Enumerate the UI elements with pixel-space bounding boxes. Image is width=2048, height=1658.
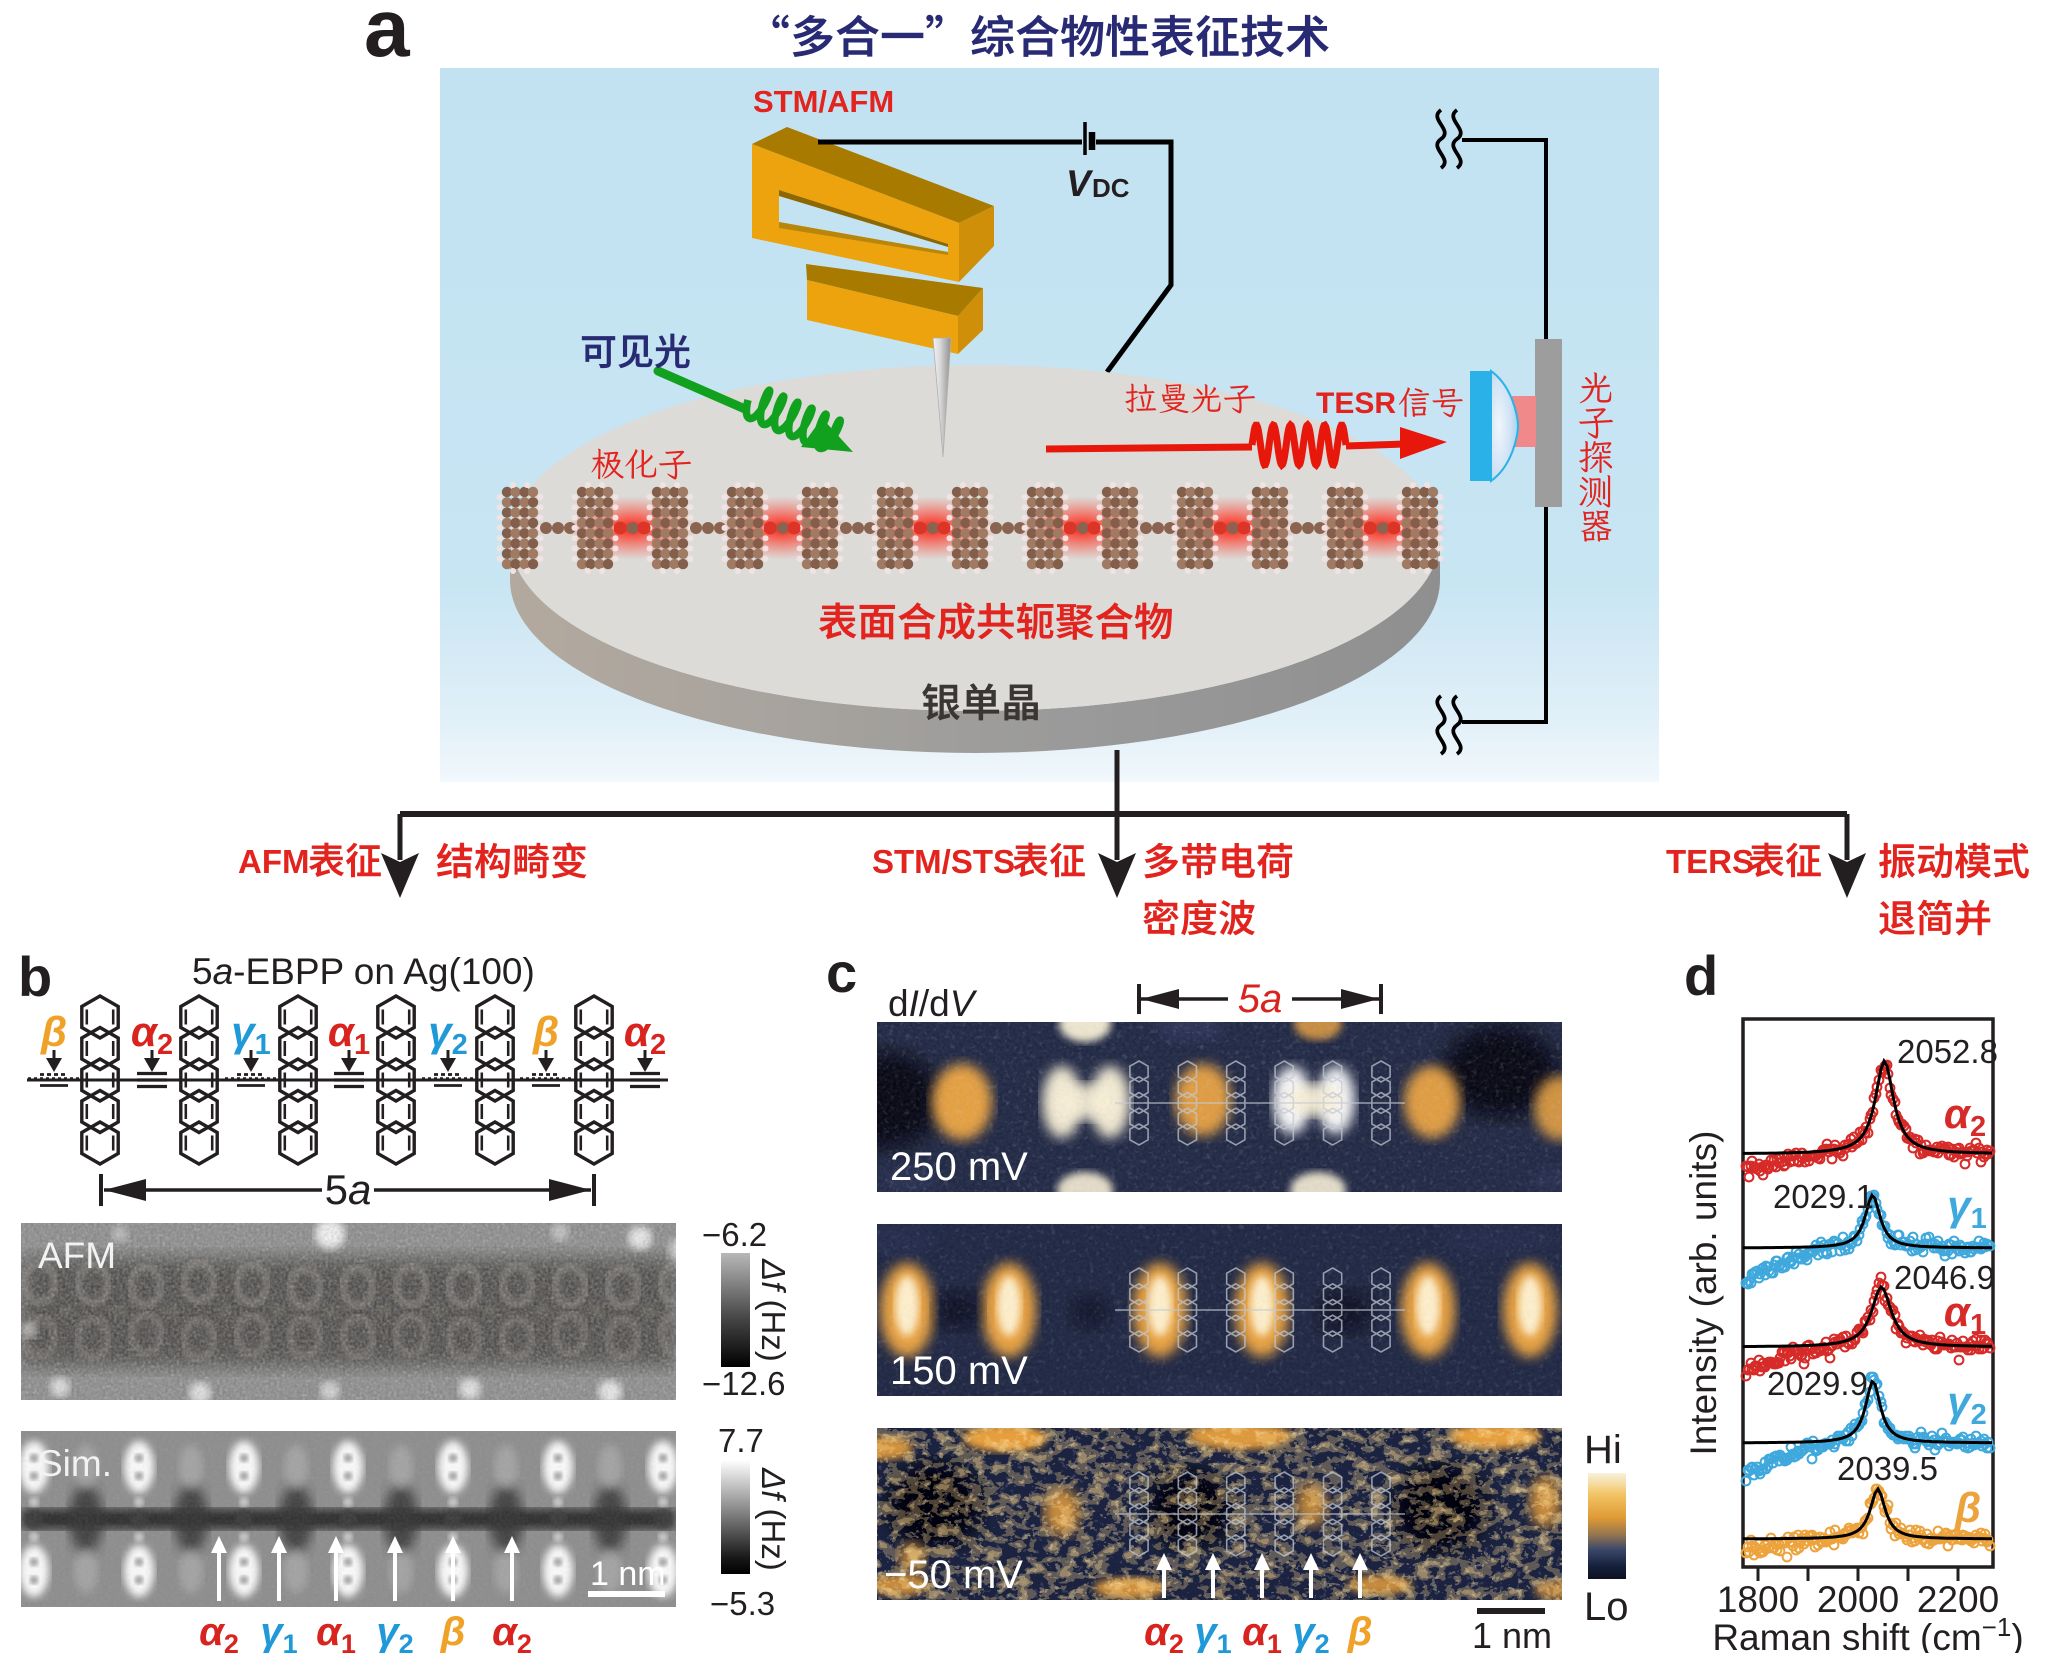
svg-text:β: β [1347,1610,1373,1653]
svg-text:b: b [18,945,52,1008]
svg-text:γ1: γ1 [260,1610,297,1653]
svg-text:Raman shift (cm−1): Raman shift (cm−1) [1712,1612,2023,1653]
svg-text:STM/STS: STM/STS [872,843,1015,880]
svg-text:γ2: γ2 [1292,1610,1329,1653]
svg-text:2000: 2000 [1817,1579,1899,1620]
svg-text:−5.3: −5.3 [710,1585,775,1622]
svg-text:α2: α2 [199,1610,239,1653]
svg-text:5a-EBPP on Ag(100): 5a-EBPP on Ag(100) [192,951,535,992]
svg-text:TERS: TERS [1666,843,1754,880]
svg-text:c: c [826,941,857,1004]
svg-text:γ2: γ2 [1947,1378,1987,1431]
svg-text:α1: α1 [1242,1610,1282,1653]
svg-text:−6.2: −6.2 [702,1216,767,1253]
svg-text:1 nm: 1 nm [590,1555,666,1593]
svg-text:2029.1: 2029.1 [1773,1178,1874,1215]
svg-text:5a: 5a [325,1166,372,1213]
svg-text:1 nm: 1 nm [1472,1615,1552,1653]
svg-text:γ1: γ1 [1194,1610,1231,1653]
svg-text:γ1: γ1 [1947,1182,1987,1235]
svg-text:DC: DC [1092,173,1130,203]
svg-text:1800: 1800 [1717,1579,1799,1620]
svg-text:α1: α1 [316,1610,356,1653]
svg-text:STM/AFM: STM/AFM [753,84,894,119]
svg-text:α2: α2 [1944,1090,1986,1143]
svg-text:2046.9: 2046.9 [1894,1259,1995,1296]
svg-text:β: β [40,1008,67,1055]
svg-text:β: β [532,1008,559,1055]
svg-text:AFM: AFM [238,843,309,880]
svg-text:5a: 5a [1238,977,1283,1021]
svg-text:2052.8: 2052.8 [1897,1033,1998,1070]
svg-text:β: β [1954,1484,1981,1531]
svg-text:−50 mV: −50 mV [884,1553,1023,1597]
svg-text:7.7: 7.7 [718,1422,764,1459]
svg-text:250 mV: 250 mV [890,1145,1028,1189]
svg-text:Lo: Lo [1584,1585,1629,1629]
svg-text:β: β [440,1610,466,1653]
svg-text:γ2: γ2 [376,1610,413,1653]
svg-text:150 mV: 150 mV [890,1349,1028,1393]
svg-text:TESR: TESR [1316,387,1396,420]
svg-text:AFM: AFM [38,1235,116,1276]
svg-text:2029.9: 2029.9 [1767,1365,1868,1402]
svg-text:α2: α2 [492,1610,532,1653]
svg-text:2039.5: 2039.5 [1837,1450,1938,1487]
svg-text:α2: α2 [1144,1610,1184,1653]
svg-text:Hi: Hi [1584,1428,1622,1472]
svg-text:V: V [1066,163,1094,204]
svg-text:Sim.: Sim. [38,1443,112,1484]
svg-text:Intensity (arb. units): Intensity (arb. units) [1683,1131,1724,1456]
svg-text:d: d [1684,944,1718,1007]
svg-text:−12.6: −12.6 [702,1365,786,1402]
svg-text:dI/dV: dI/dV [888,983,978,1024]
svg-text:2200: 2200 [1917,1579,1999,1620]
svg-text:Δf (Hz): Δf (Hz) [755,1467,792,1571]
svg-text:Δf (Hz): Δf (Hz) [755,1258,792,1362]
svg-text:a: a [364,0,411,74]
